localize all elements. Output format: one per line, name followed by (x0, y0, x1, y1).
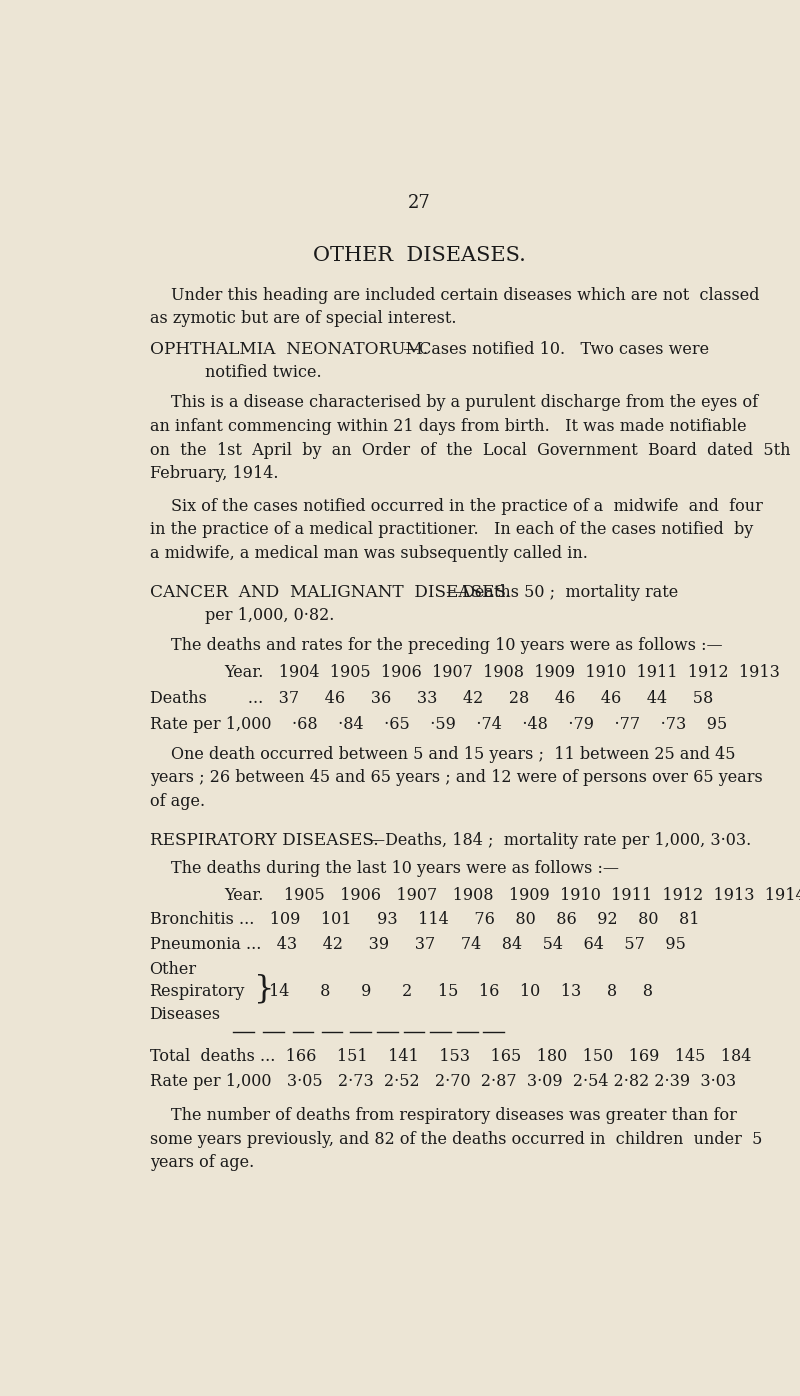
Text: }: } (254, 973, 274, 1004)
Text: Bronchitis ...   109    101     93    114     76    80    86    92    80    81: Bronchitis ... 109 101 93 114 76 80 86 9… (150, 912, 699, 928)
Text: —Deaths, 184 ;  mortality rate per 1,000, 3·03.: —Deaths, 184 ; mortality rate per 1,000,… (369, 832, 751, 849)
Text: Under this heading are included certain diseases which are not  classed: Under this heading are included certain … (171, 286, 760, 304)
Text: OTHER  DISEASES.: OTHER DISEASES. (313, 246, 526, 265)
Text: OPHTHALMIA  NEONATORUM.: OPHTHALMIA NEONATORUM. (150, 341, 428, 357)
Text: per 1,000, 0·82.: per 1,000, 0·82. (206, 607, 334, 624)
Text: One death occurred between 5 and 15 years ;  11 between 25 and 45: One death occurred between 5 and 15 year… (171, 745, 736, 762)
Text: This is a disease characterised by a purulent discharge from the eyes of: This is a disease characterised by a pur… (171, 394, 758, 412)
Text: some years previously, and 82 of the deaths occurred in  children  under  5: some years previously, and 82 of the dea… (150, 1131, 762, 1148)
Text: Year.   1904  1905  1906  1907  1908  1909  1910  1911  1912  1913: Year. 1904 1905 1906 1907 1908 1909 1910… (224, 664, 780, 681)
Text: an infant commencing within 21 days from birth.   It was made notifiable: an infant commencing within 21 days from… (150, 417, 746, 436)
Text: The deaths and rates for the preceding 10 years were as follows :—: The deaths and rates for the preceding 1… (171, 637, 723, 655)
Text: as zymotic but are of special interest.: as zymotic but are of special interest. (150, 310, 456, 328)
Text: Total  deaths ...  166    151    141    153    165   180   150   169   145   184: Total deaths ... 166 151 141 153 165 180… (150, 1048, 751, 1065)
Text: Rate per 1,000   3·05   2·73  2·52   2·70  2·87  3·09  2·54 2·82 2·39  3·03: Rate per 1,000 3·05 2·73 2·52 2·70 2·87 … (150, 1072, 736, 1090)
Text: —Cases notified 10.   Two cases were: —Cases notified 10. Two cases were (402, 341, 709, 357)
Text: RESPIRATORY DISEASES.: RESPIRATORY DISEASES. (150, 832, 378, 849)
Text: Respiratory: Respiratory (150, 983, 245, 1001)
Text: years of age.: years of age. (150, 1154, 254, 1171)
Text: of age.: of age. (150, 793, 205, 810)
Text: CANCER  AND  MALIGNANT  DISEASES.: CANCER AND MALIGNANT DISEASES. (150, 584, 510, 600)
Text: a midwife, a medical man was subsequently called in.: a midwife, a medical man was subsequentl… (150, 544, 587, 561)
Text: Deaths        ...   37     46     36     33     42     28     46     46     44  : Deaths ... 37 46 36 33 42 28 46 46 44 (150, 690, 713, 706)
Text: on  the  1st  April  by  an  Order  of  the  Local  Government  Board  dated  5t: on the 1st April by an Order of the Loca… (150, 441, 790, 459)
Text: The deaths during the last 10 years were as follows :—: The deaths during the last 10 years were… (171, 860, 619, 877)
Text: The number of deaths from respiratory diseases was greater than for: The number of deaths from respiratory di… (171, 1107, 737, 1124)
Text: Six of the cases notified occurred in the practice of a  midwife  and  four: Six of the cases notified occurred in th… (171, 497, 763, 515)
Text: Pneumonia ...   43     42     39     37     74    84    54    64    57    95: Pneumonia ... 43 42 39 37 74 84 54 64 57… (150, 937, 686, 953)
Text: years ; 26 between 45 and 65 years ; and 12 were of persons over 65 years: years ; 26 between 45 and 65 years ; and… (150, 769, 762, 786)
Text: —Deaths 50 ;  mortality rate: —Deaths 50 ; mortality rate (446, 584, 678, 600)
Text: February, 1914.: February, 1914. (150, 465, 278, 482)
Text: 14      8      9      2     15    16    10    13     8     8: 14 8 9 2 15 16 10 13 8 8 (269, 983, 653, 1001)
Text: in the practice of a medical practitioner.   In each of the cases notified  by: in the practice of a medical practitione… (150, 521, 753, 539)
Text: Other: Other (150, 960, 197, 977)
Text: notified twice.: notified twice. (206, 364, 322, 381)
Text: Rate per 1,000    ·68    ·84    ·65    ·59    ·74    ·48    ·79    ·77    ·73   : Rate per 1,000 ·68 ·84 ·65 ·59 ·74 ·48 ·… (150, 716, 727, 733)
Text: Year.    1905   1906   1907   1908   1909  1910  1911  1912  1913  1914: Year. 1905 1906 1907 1908 1909 1910 1911… (224, 886, 800, 903)
Text: Diseases: Diseases (150, 1007, 221, 1023)
Text: 27: 27 (408, 194, 430, 212)
